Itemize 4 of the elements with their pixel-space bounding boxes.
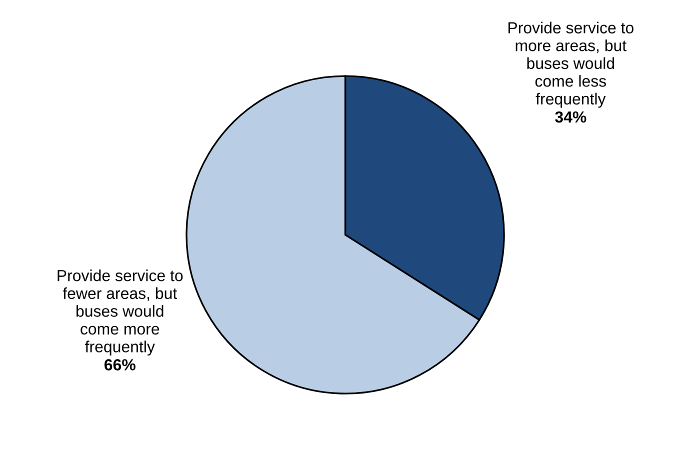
data-label: 66% [104,359,136,370]
slice-label: Provide service to fewer areas, but buses would come more frequently [58,270,183,356]
slice-label: Provide service to more areas, but buses would come less frequently [508,22,634,108]
data-label: 34% [555,111,586,123]
